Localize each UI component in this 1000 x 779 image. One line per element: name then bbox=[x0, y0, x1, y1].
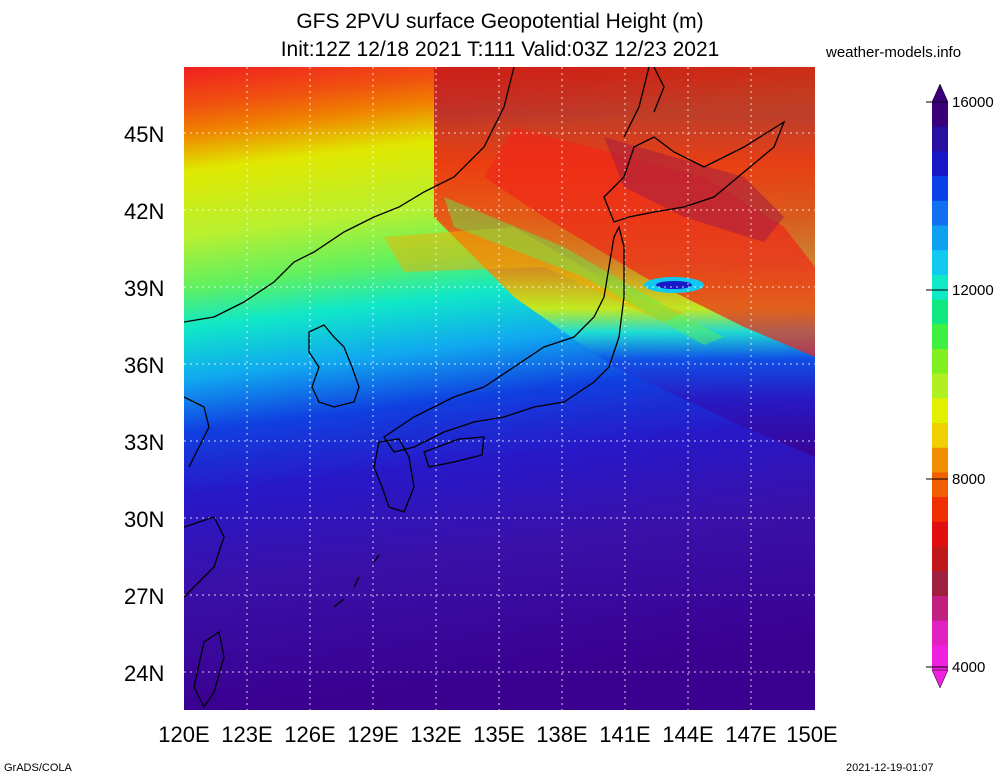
lon-label: 129E bbox=[347, 722, 399, 747]
colorbar-segment bbox=[932, 546, 948, 572]
colorbar-segment bbox=[932, 151, 948, 177]
lat-label: 30N bbox=[124, 507, 165, 532]
colorbar-segment bbox=[932, 447, 948, 473]
lon-label: 141E bbox=[599, 722, 651, 747]
colorbar-segment bbox=[932, 645, 948, 671]
colorbar-segment bbox=[932, 250, 948, 276]
footer-timestamp: 2021-12-19-01:07 bbox=[846, 762, 934, 774]
lat-label: 45N bbox=[124, 122, 165, 147]
lat-label: 24N bbox=[124, 661, 165, 686]
lon-label: 132E bbox=[410, 722, 462, 747]
colorbar-segment bbox=[932, 102, 948, 128]
lon-label: 123E bbox=[221, 722, 273, 747]
site-credit: weather-models.info bbox=[826, 44, 962, 61]
colorbar-segment bbox=[932, 299, 948, 325]
lon-label: 147E bbox=[725, 722, 777, 747]
colorbar-label: 12000 bbox=[952, 282, 994, 299]
lon-label: 150E bbox=[786, 722, 838, 747]
lon-label: 126E bbox=[284, 722, 336, 747]
colorbar-segment bbox=[932, 373, 948, 399]
colorbar-segment bbox=[932, 620, 948, 646]
map-title: GFS 2PVU surface Geopotential Height (m) bbox=[296, 10, 704, 33]
colorbar-segment bbox=[932, 126, 948, 152]
colorbar-segment bbox=[932, 423, 948, 449]
lat-label: 27N bbox=[124, 584, 165, 609]
lon-label: 135E bbox=[473, 722, 525, 747]
colorbar-label: 16000 bbox=[952, 94, 994, 111]
lat-label: 36N bbox=[124, 353, 165, 378]
lat-label: 42N bbox=[124, 199, 165, 224]
colorbar-segment bbox=[932, 472, 948, 498]
colorbar-top-arrow bbox=[931, 83, 949, 103]
colorbar-segment bbox=[932, 324, 948, 350]
colorbar-segment bbox=[932, 274, 948, 301]
colorbar-segment bbox=[932, 398, 948, 424]
colorbar-segment bbox=[932, 348, 948, 375]
lon-label: 138E bbox=[536, 722, 588, 747]
colorbar-segment bbox=[932, 200, 948, 226]
colorbar-segment bbox=[932, 225, 948, 251]
colorbar-segment bbox=[932, 595, 948, 622]
lat-label: 39N bbox=[124, 276, 165, 301]
lon-label: 120E bbox=[158, 722, 210, 747]
footer-software: GrADS/COLA bbox=[4, 762, 72, 774]
colorbar-label: 8000 bbox=[952, 471, 986, 488]
colorbar-bottom-arrow bbox=[931, 669, 949, 689]
colorbar-segment bbox=[932, 521, 948, 548]
colorbar-segment bbox=[932, 571, 948, 597]
colorbar-label: 4000 bbox=[952, 659, 986, 676]
lat-label: 33N bbox=[124, 430, 165, 455]
map-subtitle: Init:12Z 12/18 2021 T:111 Valid:03Z 12/2… bbox=[280, 38, 720, 61]
colorbar-segment bbox=[932, 176, 948, 202]
lon-label: 144E bbox=[662, 722, 714, 747]
colorbar-segment bbox=[932, 497, 948, 523]
geopotential-map bbox=[184, 67, 815, 710]
